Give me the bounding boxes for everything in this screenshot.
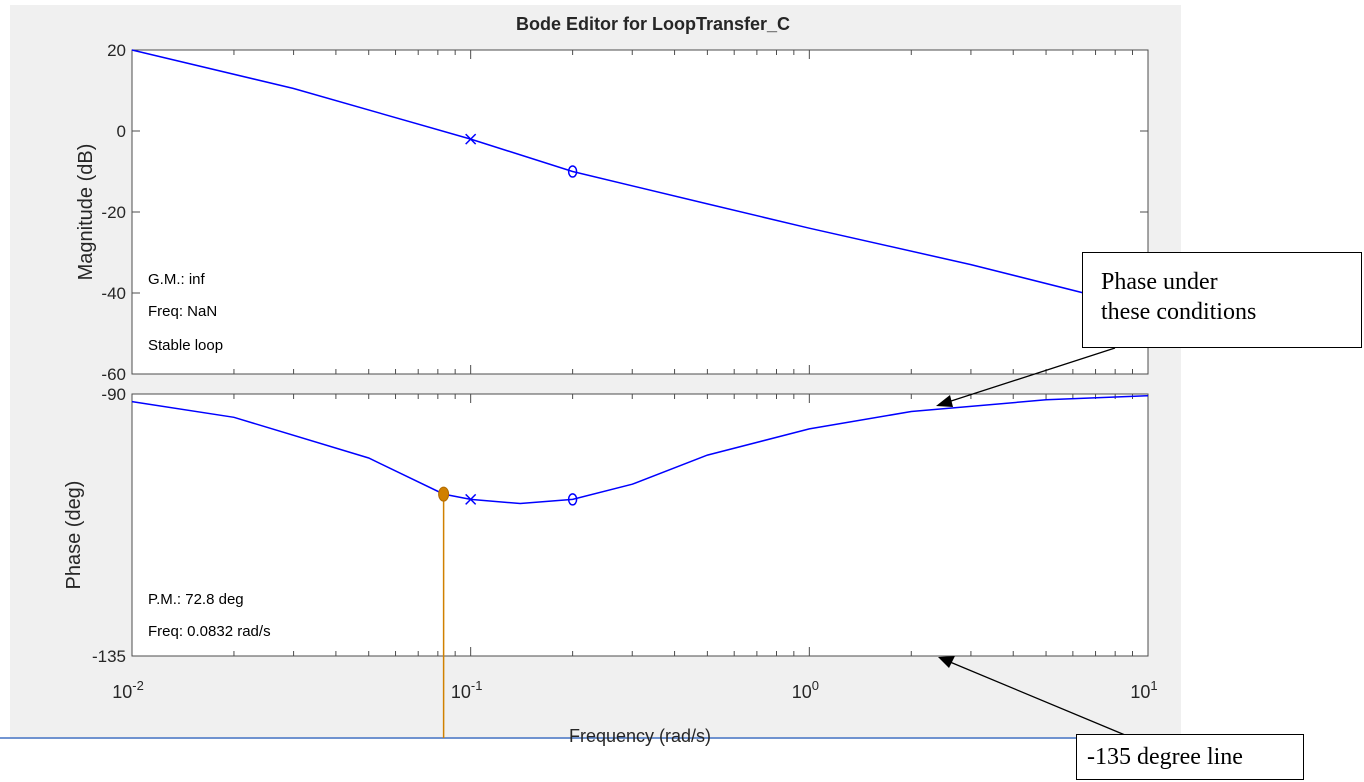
- y-tick-label: -135: [92, 647, 126, 666]
- y-tick-label: -60: [101, 365, 126, 384]
- magnitude-axes: [131, 49, 1149, 375]
- magnitude-y-ticks: 20 0 -20 -40 -60: [101, 41, 1148, 384]
- y-tick-label: -40: [101, 284, 126, 303]
- pole-marker[interactable]: [465, 133, 477, 145]
- magnitude-curve: [131, 49, 1149, 310]
- y-tick-label: -90: [101, 385, 126, 404]
- degree-line-callout: -135 degree line: [1076, 734, 1304, 780]
- y-tick-label: 20: [107, 41, 126, 60]
- y-tick-label: -20: [101, 203, 126, 222]
- magnitude-y-label: Magnitude (dB): [75, 144, 97, 281]
- gain-margin-label: G.M.: inf: [148, 271, 206, 288]
- phase-markers: [438, 486, 578, 506]
- phase-panel: -90 -135 Phase (deg) P.M.: 72.8 deg Freq:…: [63, 385, 1149, 738]
- callout-135-text: -135 degree line: [1087, 744, 1243, 770]
- phase-margin-label: P.M.: 72.8 deg: [148, 591, 244, 608]
- arrow-head-phase: [936, 395, 953, 407]
- pole-marker[interactable]: [465, 493, 477, 505]
- magnitude-panel: 20 0 -20 -40 -60 Magnitude (dB) G.M.: inf Fr…: [75, 41, 1149, 384]
- arrow-head-135: [938, 656, 955, 668]
- annotation-arrows: [936, 347, 1126, 736]
- phase-margin-freq-label: Freq: 0.0832 rad/s: [148, 623, 271, 640]
- phase-y-label: Phase (deg): [63, 481, 85, 590]
- gain-margin-freq-label: Freq: NaN: [148, 303, 217, 320]
- x-tick-label: 10-2: [112, 678, 144, 702]
- arrow-to-phase-curve: [947, 347, 1116, 403]
- figure-title: Bode Editor for LoopTransfer_C: [516, 14, 790, 34]
- phase-margin-marker[interactable]: [438, 486, 450, 502]
- phase-curve: [131, 394, 1149, 505]
- y-tick-label: 0: [117, 122, 126, 141]
- callout-line-1: Phase under: [1101, 269, 1218, 295]
- x-axis-label: Frequency (rad/s): [569, 726, 711, 746]
- arrow-to-135-line: [949, 661, 1126, 736]
- phase-y-ticks: -90 -135: [92, 385, 1148, 666]
- callout-line-2: these conditions: [1101, 299, 1257, 325]
- magnitude-x-ticks: [131, 50, 1134, 374]
- zero-marker[interactable]: [567, 165, 578, 178]
- magnitude-markers: [465, 133, 578, 178]
- phase-conditions-callout: Phase under these conditions: [1082, 252, 1362, 348]
- zero-marker[interactable]: [567, 493, 578, 506]
- stability-label: Stable loop: [148, 337, 223, 354]
